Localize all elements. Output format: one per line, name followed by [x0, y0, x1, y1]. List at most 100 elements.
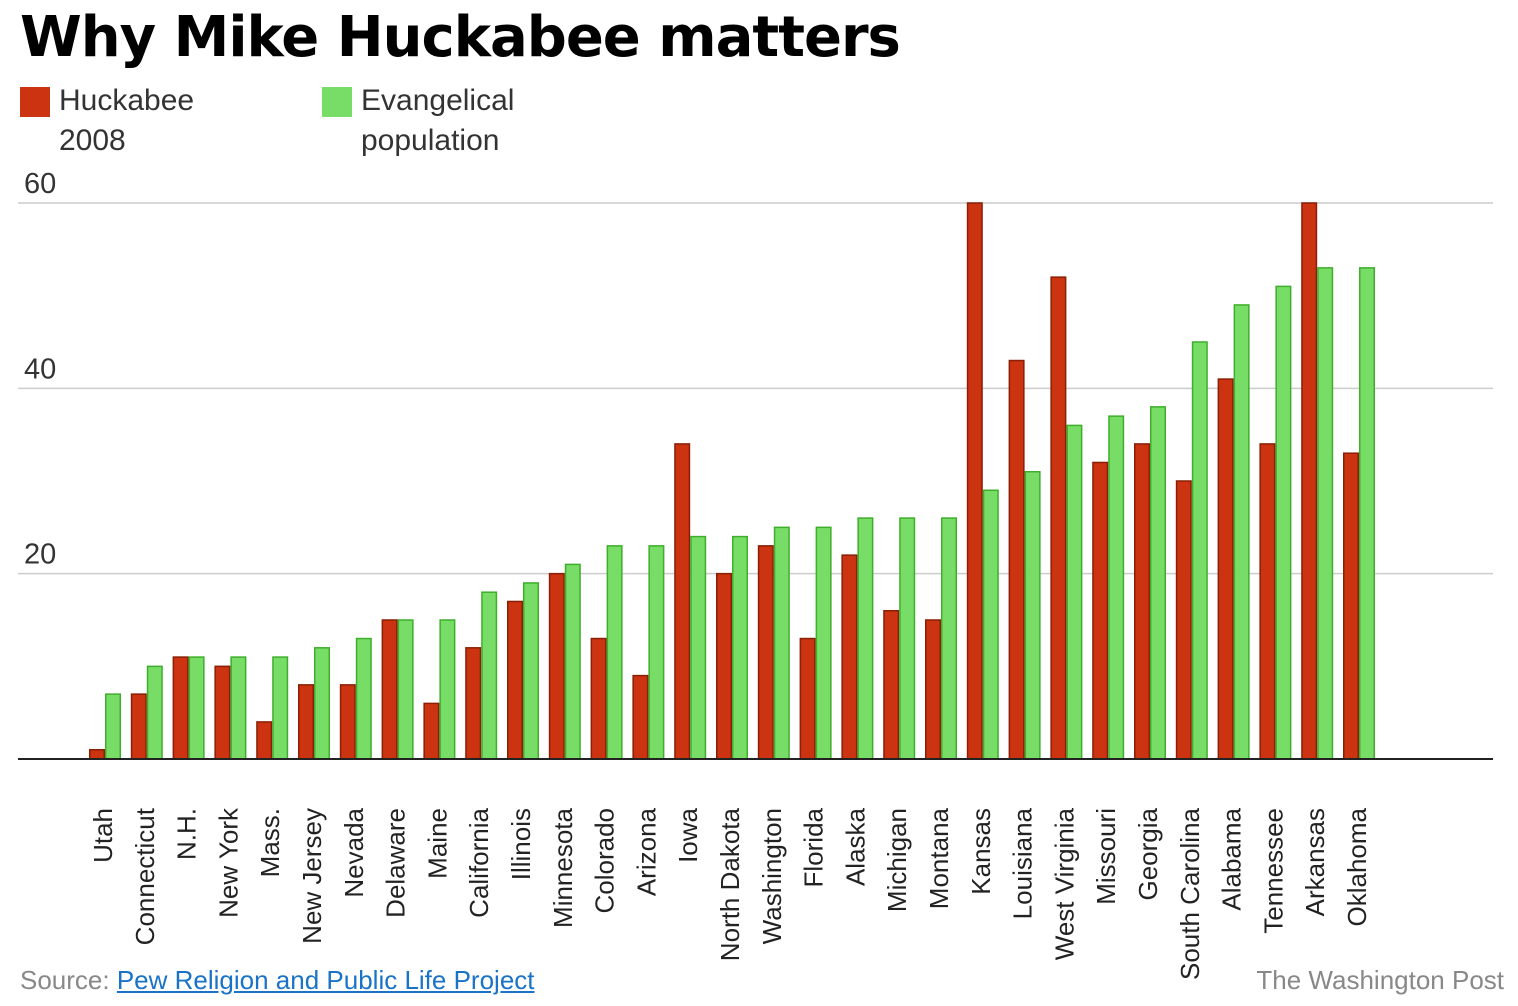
bar-evangelical: [523, 582, 539, 760]
publisher-credit: The Washington Post: [1256, 965, 1504, 995]
x-tick-label: Colorado: [590, 808, 620, 914]
chart-title: Why Mike Huckabee matters: [20, 5, 901, 70]
bar-huckabee: [423, 702, 440, 760]
bar-huckabee: [214, 665, 231, 760]
bar-huckabee: [757, 545, 774, 760]
y-tick-label: 20: [24, 539, 56, 571]
x-tick-label: Minnesota: [548, 807, 578, 927]
bar-huckabee: [89, 748, 105, 760]
bar-huckabee: [298, 684, 314, 760]
bar-evangelical: [606, 545, 623, 760]
source-link[interactable]: Pew Religion and Public Life Project: [116, 965, 535, 995]
bar-huckabee: [172, 656, 189, 760]
bar-evangelical: [1066, 424, 1083, 760]
bar-huckabee: [1259, 443, 1276, 760]
bar-evangelical: [857, 517, 874, 760]
bar-evangelical: [982, 489, 999, 760]
x-tick-label: Arkansas: [1300, 808, 1330, 916]
legend-label-line: Huckabee: [59, 84, 195, 117]
bar-evangelical: [230, 656, 247, 760]
bar-evangelical: [648, 545, 665, 760]
bar-huckabee: [1050, 276, 1067, 760]
bar-evangelical: [1108, 415, 1125, 760]
bar-huckabee: [590, 637, 607, 760]
bar-huckabee: [1301, 202, 1318, 760]
x-tick-label: Michigan: [882, 808, 912, 912]
legend-swatch-huckabee: [20, 87, 50, 117]
bar-evangelical: [146, 665, 163, 760]
bar-evangelical: [439, 619, 456, 760]
bar-evangelical: [1317, 267, 1334, 760]
x-tick-label: New York: [213, 807, 243, 918]
bar-evangelical: [899, 517, 916, 760]
bar-huckabee: [841, 554, 858, 760]
x-tick-label: Georgia: [1133, 807, 1163, 900]
bar-evangelical: [690, 535, 707, 760]
bar-huckabee: [716, 572, 732, 760]
bar-evangelical: [355, 637, 372, 760]
bar-huckabee: [1134, 443, 1150, 760]
y-tick-label: 40: [24, 353, 56, 385]
bar-huckabee: [507, 600, 523, 760]
bar-huckabee: [339, 684, 356, 760]
x-tick-label: Montana: [924, 807, 954, 909]
bar-huckabee: [674, 443, 691, 760]
bar-evangelical: [481, 591, 498, 760]
x-tick-label: Iowa: [673, 807, 703, 862]
bar-evangelical: [272, 656, 289, 760]
bar-huckabee: [381, 619, 398, 760]
x-tick-label: Arizona: [631, 807, 661, 896]
bar-evangelical: [815, 526, 832, 760]
bar-evangelical: [397, 619, 414, 760]
x-tick-label: Kansas: [966, 808, 996, 895]
x-tick-label: Alaska: [840, 807, 870, 886]
legend-label-line: Evangelical: [361, 84, 515, 117]
bar-huckabee: [465, 647, 482, 760]
bar-huckabee: [1343, 452, 1359, 760]
bar-evangelical: [105, 693, 121, 760]
source-line: Source: Pew Religion and Public Life Pro…: [20, 963, 535, 997]
legend-item-huckabee: Huckabee 2008: [20, 84, 259, 161]
x-tick-label: N.H.: [172, 808, 202, 860]
bar-evangelical: [1275, 285, 1292, 760]
legend-item-evangelical: Evangelical population: [322, 84, 561, 161]
x-tick-label: Illinois: [506, 808, 536, 880]
x-tick-label: Tennessee: [1258, 808, 1288, 934]
x-tick-label: Missouri: [1091, 808, 1121, 905]
bar-evangelical: [773, 526, 790, 760]
x-tick-label: Florida: [799, 807, 829, 887]
bar-huckabee: [925, 619, 941, 760]
x-tick-label: Mass.: [255, 808, 285, 877]
bar-huckabee: [548, 572, 565, 760]
bar-huckabee: [1175, 480, 1192, 760]
legend-label-line: population: [361, 124, 500, 157]
bar-huckabee: [1092, 461, 1109, 760]
x-tick-label: New Jersey: [297, 808, 327, 944]
x-tick-label: Maine: [422, 808, 452, 879]
legend-label-evangelical: Evangelical population: [361, 81, 561, 161]
legend-swatch-evangelical: [322, 87, 352, 117]
bar-huckabee: [632, 674, 649, 760]
bar-evangelical: [188, 656, 205, 760]
bar-huckabee: [130, 693, 147, 760]
x-tick-label: South Carolina: [1175, 807, 1205, 980]
bar-evangelical: [1233, 304, 1250, 760]
bar-huckabee: [1217, 378, 1234, 760]
y-tick-label: 60: [24, 168, 56, 200]
bar-evangelical: [314, 647, 330, 760]
x-tick-label: Delaware: [381, 808, 411, 918]
bar-huckabee: [966, 202, 983, 760]
bar-evangelical: [1024, 470, 1041, 760]
x-tick-label: California: [464, 807, 494, 917]
bar-huckabee: [1008, 359, 1025, 760]
x-tick-label: Alabama: [1217, 807, 1247, 910]
bar-evangelical: [941, 517, 957, 760]
bar-evangelical: [732, 535, 748, 760]
legend-label-huckabee: Huckabee 2008: [59, 81, 259, 161]
x-tick-label: West Virginia: [1049, 807, 1079, 960]
x-tick-label: Utah: [88, 808, 118, 863]
bar-evangelical: [564, 563, 581, 760]
bar-huckabee: [799, 637, 816, 760]
legend-label-line: 2008: [59, 124, 126, 157]
